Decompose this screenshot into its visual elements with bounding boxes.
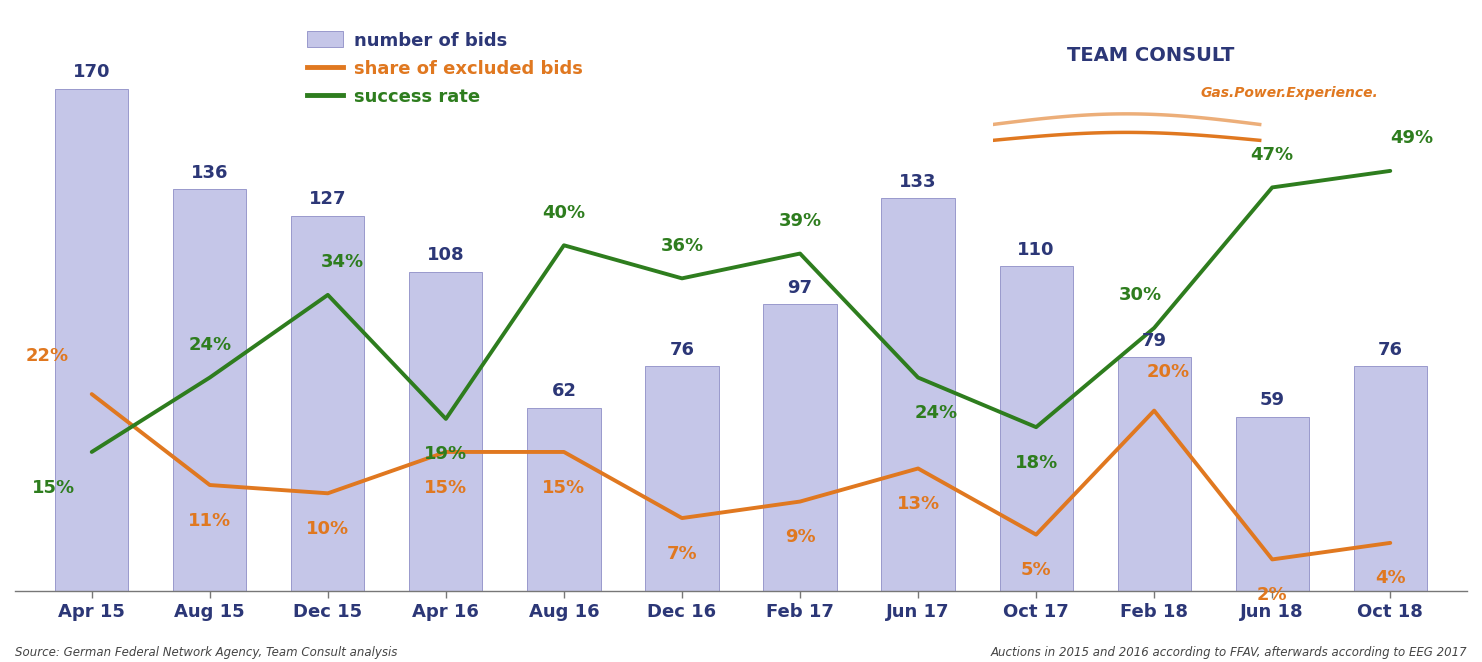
Bar bbox=[645, 366, 719, 591]
Bar bbox=[999, 266, 1073, 591]
Text: 36%: 36% bbox=[661, 237, 704, 255]
Bar bbox=[173, 189, 246, 591]
Text: 11%: 11% bbox=[188, 512, 231, 530]
Text: 127: 127 bbox=[310, 191, 347, 209]
Text: 24%: 24% bbox=[914, 404, 957, 422]
Bar bbox=[292, 216, 365, 591]
Text: 49%: 49% bbox=[1390, 129, 1433, 147]
Text: Auctions in 2015 and 2016 according to FFAV, afterwards according to EEG 2017: Auctions in 2015 and 2016 according to F… bbox=[990, 645, 1467, 659]
Bar bbox=[763, 305, 837, 591]
Text: 30%: 30% bbox=[1119, 287, 1162, 305]
Text: 15%: 15% bbox=[424, 479, 467, 496]
Text: 39%: 39% bbox=[778, 212, 821, 230]
Text: Gas.Power.Experience.: Gas.Power.Experience. bbox=[1200, 86, 1378, 100]
Text: 97: 97 bbox=[787, 279, 812, 297]
Legend: number of bids, share of excluded bids, success rate: number of bids, share of excluded bids, … bbox=[299, 24, 590, 113]
Text: 136: 136 bbox=[191, 164, 228, 182]
Text: 76: 76 bbox=[1378, 341, 1403, 359]
Text: 108: 108 bbox=[427, 246, 465, 265]
Text: 79: 79 bbox=[1141, 332, 1166, 350]
Text: 7%: 7% bbox=[667, 545, 698, 563]
Bar bbox=[1353, 366, 1427, 591]
Text: 18%: 18% bbox=[1015, 453, 1058, 472]
Text: 40%: 40% bbox=[542, 204, 585, 222]
Text: 5%: 5% bbox=[1021, 561, 1051, 579]
Text: 47%: 47% bbox=[1251, 146, 1294, 164]
Text: 4%: 4% bbox=[1375, 569, 1405, 587]
Text: 24%: 24% bbox=[188, 336, 231, 354]
Text: 10%: 10% bbox=[307, 520, 350, 538]
Text: 2%: 2% bbox=[1257, 586, 1288, 604]
Text: 76: 76 bbox=[670, 341, 695, 359]
Text: 15%: 15% bbox=[542, 479, 585, 496]
Bar bbox=[409, 272, 483, 591]
Text: 34%: 34% bbox=[320, 254, 363, 271]
Bar bbox=[1117, 357, 1190, 591]
Text: 59: 59 bbox=[1260, 391, 1285, 409]
Text: 13%: 13% bbox=[897, 495, 940, 513]
Text: 15%: 15% bbox=[33, 479, 76, 496]
Text: 133: 133 bbox=[900, 173, 937, 191]
Text: 9%: 9% bbox=[784, 528, 815, 546]
Text: Source: German Federal Network Agency, Team Consult analysis: Source: German Federal Network Agency, T… bbox=[15, 645, 397, 659]
Text: TEAM CONSULT: TEAM CONSULT bbox=[1067, 46, 1235, 66]
Bar bbox=[528, 408, 600, 591]
Text: 170: 170 bbox=[73, 64, 111, 81]
Text: 62: 62 bbox=[551, 382, 576, 401]
Bar bbox=[55, 89, 129, 591]
Text: 22%: 22% bbox=[25, 347, 68, 365]
Text: 110: 110 bbox=[1017, 240, 1055, 259]
Text: 19%: 19% bbox=[424, 446, 467, 463]
Bar bbox=[1236, 416, 1309, 591]
Text: 20%: 20% bbox=[1147, 363, 1190, 381]
Bar bbox=[882, 198, 954, 591]
